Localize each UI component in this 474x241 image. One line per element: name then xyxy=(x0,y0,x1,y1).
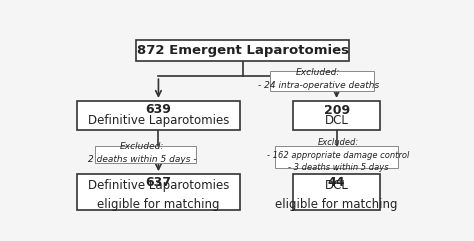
Text: DCL: DCL xyxy=(325,114,348,127)
Text: Definitive Laparotomies: Definitive Laparotomies xyxy=(88,114,229,127)
FancyBboxPatch shape xyxy=(275,146,398,168)
Text: Excluded:
2 deaths within 5 days -: Excluded: 2 deaths within 5 days - xyxy=(88,142,196,164)
FancyBboxPatch shape xyxy=(95,146,196,162)
Text: Definitive Laparotomies
eligible for matching: Definitive Laparotomies eligible for mat… xyxy=(88,179,229,211)
Text: 637: 637 xyxy=(146,176,172,189)
Text: DCL
eligible for matching: DCL eligible for matching xyxy=(275,179,398,211)
FancyBboxPatch shape xyxy=(293,174,380,210)
Text: 639: 639 xyxy=(146,103,172,116)
FancyBboxPatch shape xyxy=(137,40,349,61)
Text: 209: 209 xyxy=(324,104,350,116)
FancyBboxPatch shape xyxy=(270,71,374,91)
Text: 44: 44 xyxy=(328,176,346,189)
Text: Excluded:
- 24 intra-operative deaths: Excluded: - 24 intra-operative deaths xyxy=(257,68,379,90)
FancyBboxPatch shape xyxy=(77,174,240,210)
FancyBboxPatch shape xyxy=(77,101,240,130)
Text: 872 Emergent Laparotomies: 872 Emergent Laparotomies xyxy=(137,44,349,57)
FancyBboxPatch shape xyxy=(293,101,380,130)
Text: Excluded:
- 162 appropriate damage control
- 3 deaths within 5 days: Excluded: - 162 appropriate damage contr… xyxy=(267,139,410,173)
